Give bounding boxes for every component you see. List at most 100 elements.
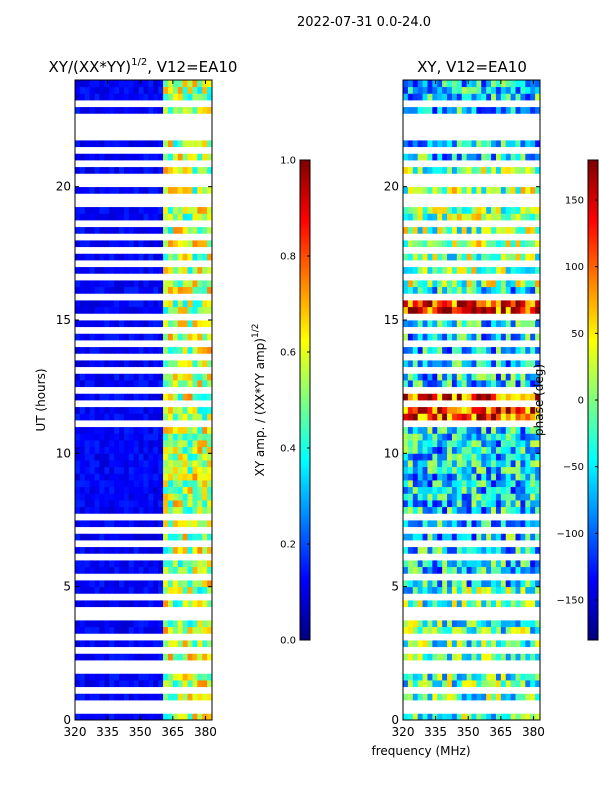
- heatmap-cell: [466, 673, 472, 681]
- heatmap-cell: [202, 433, 208, 441]
- heatmap-cell: [476, 393, 482, 401]
- heatmap-cell: [447, 406, 453, 414]
- heatmap-cell: [451, 293, 458, 301]
- heatmap-cell: [99, 480, 105, 488]
- heatmap-cell: [128, 180, 135, 188]
- heatmap-cell: [114, 186, 120, 194]
- heatmap-cell: [495, 253, 502, 261]
- heatmap-cell: [138, 433, 144, 441]
- heatmap-cell: [143, 393, 149, 401]
- heatmap-cell: [158, 440, 164, 448]
- heatmap-cell: [456, 233, 463, 241]
- heatmap-cell: [481, 540, 487, 548]
- heatmap-cell: [437, 553, 443, 561]
- heatmap-cell: [133, 346, 139, 354]
- heatmap-cell: [432, 266, 438, 274]
- heatmap-cell: [403, 173, 409, 181]
- heatmap-cell: [182, 246, 188, 254]
- heatmap-cell: [437, 260, 443, 268]
- heatmap-cell: [442, 493, 448, 501]
- heatmap-cell: [153, 440, 159, 448]
- heatmap-cell: [109, 286, 115, 294]
- heatmap-cell: [148, 466, 154, 474]
- heatmap-cell: [412, 306, 419, 314]
- heatmap-cell: [148, 473, 154, 481]
- heatmap-cell: [437, 173, 443, 181]
- heatmap-cell: [138, 113, 144, 121]
- heatmap-cell: [84, 360, 91, 368]
- heatmap-cell: [192, 126, 198, 134]
- heatmap-cell: [197, 546, 203, 554]
- heatmap-cell: [422, 273, 428, 281]
- heatmap-cell: [123, 306, 130, 314]
- heatmap-cell: [486, 633, 492, 641]
- heatmap-cell: [451, 373, 458, 381]
- heatmap-cell: [89, 433, 95, 441]
- heatmap-cell: [79, 513, 86, 521]
- heatmap-cell: [133, 606, 139, 614]
- heatmap-cell: [486, 380, 492, 388]
- heatmap-cell: [202, 580, 208, 588]
- heatmap-cell: [104, 540, 110, 548]
- heatmap-cell: [119, 680, 125, 688]
- heatmap-cell: [128, 653, 135, 661]
- heatmap-cell: [84, 540, 91, 548]
- heatmap-cell: [148, 553, 154, 561]
- heatmap-cell: [535, 226, 541, 234]
- heatmap-cell: [158, 573, 164, 581]
- heatmap-cell: [182, 153, 188, 161]
- heatmap-cell: [447, 220, 453, 228]
- heatmap-cell: [143, 593, 149, 601]
- heatmap-cell: [525, 666, 531, 674]
- heatmap-cell: [451, 346, 458, 354]
- heatmap-cell: [172, 586, 179, 594]
- heatmap-cell: [89, 413, 95, 421]
- heatmap-cell: [138, 313, 144, 321]
- heatmap-cell: [491, 393, 497, 401]
- heatmap-cell: [207, 393, 213, 401]
- heatmap-cell: [114, 440, 120, 448]
- heatmap-cell: [163, 506, 169, 514]
- heatmap-cell: [447, 460, 453, 468]
- heatmap-cell: [505, 500, 512, 508]
- heatmap-cell: [442, 653, 448, 661]
- heatmap-cell: [476, 706, 482, 714]
- heatmap-cell: [510, 213, 516, 221]
- heatmap-cell: [481, 253, 487, 261]
- heatmap-cell: [407, 526, 414, 534]
- heatmap-cell: [99, 86, 105, 94]
- heatmap-cell: [476, 406, 482, 414]
- heatmap-cell: [202, 586, 208, 594]
- heatmap-cell: [495, 213, 502, 221]
- heatmap-cell: [442, 526, 448, 534]
- heatmap-cell: [207, 200, 213, 208]
- heatmap-cell: [412, 373, 419, 381]
- heatmap-cell: [153, 520, 159, 528]
- heatmap-cell: [138, 466, 144, 474]
- heatmap-cell: [114, 180, 120, 188]
- heatmap-cell: [89, 406, 95, 414]
- heatmap-cell: [525, 306, 531, 314]
- heatmap-cell: [491, 373, 497, 381]
- heatmap-cell: [114, 620, 120, 628]
- heatmap-cell: [123, 500, 130, 508]
- heatmap-cell: [158, 246, 164, 254]
- heatmap-cell: [158, 553, 164, 561]
- heatmap-cell: [172, 633, 179, 641]
- heatmap-cell: [466, 506, 472, 514]
- heatmap-cell: [510, 666, 516, 674]
- heatmap-cell: [143, 533, 149, 541]
- heatmap-cell: [75, 126, 81, 134]
- heatmap-cell: [456, 666, 463, 674]
- heatmap-cell: [520, 700, 526, 708]
- heatmap-cell: [491, 226, 497, 234]
- heatmap-cell: [407, 180, 414, 188]
- heatmap-cell: [94, 673, 100, 681]
- heatmap-cell: [192, 366, 198, 374]
- heatmap-cell: [89, 233, 95, 241]
- heatmap-cell: [495, 346, 502, 354]
- heatmap-cell: [187, 226, 193, 234]
- heatmap-cell: [197, 646, 203, 654]
- heatmap-cell: [104, 93, 110, 101]
- heatmap-cell: [461, 620, 467, 628]
